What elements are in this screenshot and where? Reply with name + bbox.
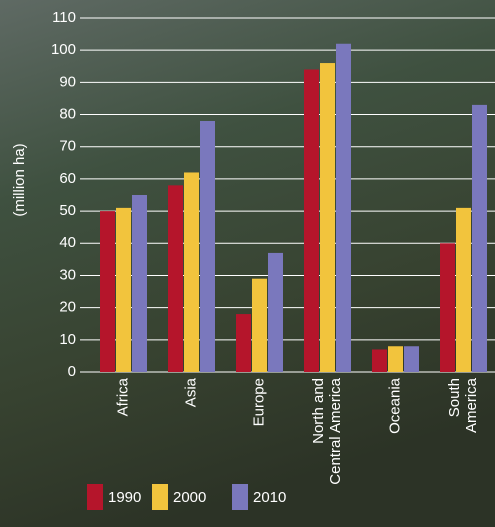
y-tick-label: 80 [59, 106, 76, 123]
x-tick-label: Africa [114, 377, 131, 416]
bar [472, 105, 487, 372]
y-tick-label: 70 [59, 138, 76, 155]
x-tick-label: Europe [250, 378, 267, 426]
bar [184, 172, 199, 372]
bar [372, 349, 387, 372]
bar [336, 44, 351, 372]
legend-label: 2010 [253, 489, 286, 506]
bar [200, 121, 215, 372]
y-tick-label: 10 [59, 331, 76, 348]
y-tick-label: 100 [51, 41, 76, 58]
bar [100, 211, 115, 372]
y-tick-label: 0 [68, 363, 76, 380]
bar [404, 346, 419, 372]
bar [268, 253, 283, 372]
legend-swatch [152, 484, 168, 510]
chart: (million ha) 0 10 20 30 40 50 60 70 80 90 100 110 Af… [0, 0, 495, 527]
y-tick-label: 90 [59, 73, 76, 90]
y-tick-label: 40 [59, 234, 76, 251]
y-tick-label: 60 [59, 170, 76, 187]
legend-swatch [87, 484, 103, 510]
bar [168, 185, 183, 372]
y-axis-label: (million ha) [11, 143, 28, 216]
bar [388, 346, 403, 372]
y-tick-label: 50 [59, 202, 76, 219]
legend-label: 1990 [108, 489, 141, 506]
y-tick-label: 110 [52, 9, 76, 26]
bar [116, 208, 131, 372]
bar [440, 243, 455, 372]
y-tick-label: 20 [59, 299, 76, 316]
bar [252, 279, 267, 372]
bar [236, 314, 251, 372]
bar [304, 69, 319, 372]
legend-label: 2000 [173, 489, 206, 506]
bar [132, 195, 147, 372]
y-tick-label: 30 [59, 266, 76, 283]
x-tick-label: Asia [182, 377, 199, 407]
bar [320, 63, 335, 372]
bar [456, 208, 471, 372]
x-tick-label: Oceania [386, 377, 403, 434]
legend-swatch [232, 484, 248, 510]
